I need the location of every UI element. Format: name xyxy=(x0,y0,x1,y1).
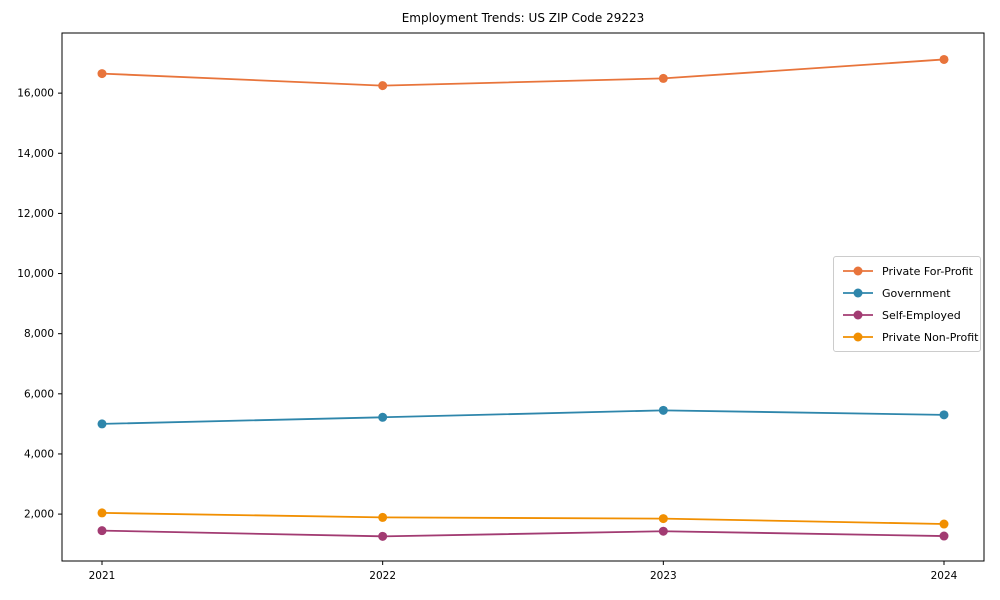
series-line-private-for-profit xyxy=(101,58,945,87)
legend-line-marker-icon xyxy=(843,266,873,276)
chart-title: Employment Trends: US ZIP Code 29223 xyxy=(401,11,645,25)
data-point-private-for-profit-2024 xyxy=(939,54,949,64)
data-point-self-employed-2024 xyxy=(939,531,949,541)
y-tick-label: 14,000 xyxy=(17,148,54,160)
series-line-self-employed xyxy=(101,529,945,538)
y-tick-label: 10,000 xyxy=(17,268,54,280)
y-tick-label: 12,000 xyxy=(17,208,54,220)
legend-label: Private For-Profit xyxy=(882,264,973,278)
legend-item-private-for-profit[interactable]: Private For-Profit xyxy=(841,262,973,280)
legend-label: Government xyxy=(882,286,951,300)
y-tick-label: 6,000 xyxy=(24,388,54,400)
data-point-private-non-profit-2023 xyxy=(658,514,668,524)
legend-line-marker-icon xyxy=(843,332,873,342)
data-point-self-employed-2022 xyxy=(378,531,388,541)
legend-item-government[interactable]: Government xyxy=(841,284,972,302)
data-point-private-for-profit-2021 xyxy=(97,69,107,79)
legend-line-marker-icon xyxy=(843,310,873,320)
data-point-self-employed-2021 xyxy=(97,526,107,536)
data-point-private-for-profit-2022 xyxy=(378,81,388,91)
x-tick-label: 2024 xyxy=(931,570,958,582)
x-tick-label: 2023 xyxy=(650,570,677,582)
data-point-government-2021 xyxy=(97,419,107,429)
y-tick-label: 4,000 xyxy=(24,448,54,460)
series-line-government xyxy=(101,409,945,425)
x-tick-label: 2022 xyxy=(369,570,396,582)
legend-line-marker-icon xyxy=(843,288,873,298)
data-point-self-employed-2023 xyxy=(658,526,668,536)
y-tick-label: 8,000 xyxy=(24,328,54,340)
x-tick-label: 2021 xyxy=(89,570,116,582)
y-tick-label: 16,000 xyxy=(17,88,54,100)
legend-label: Self-Employed xyxy=(882,308,961,322)
data-point-government-2023 xyxy=(658,405,668,415)
data-point-government-2024 xyxy=(939,410,949,420)
data-point-private-non-profit-2024 xyxy=(939,519,949,529)
data-point-private-for-profit-2023 xyxy=(658,73,668,83)
legend-item-self-employed[interactable]: Self-Employed xyxy=(841,306,972,324)
data-point-private-non-profit-2021 xyxy=(97,508,107,518)
chart-legend: Private For-Profit Government Self-Employe… xyxy=(833,256,981,352)
legend-label: Private Non-Profit xyxy=(882,330,979,344)
plot-frame xyxy=(61,32,985,562)
y-tick-label: 2,000 xyxy=(24,509,54,521)
legend-item-private-non-profit[interactable]: Private Non-Profit xyxy=(841,328,978,346)
data-point-private-non-profit-2022 xyxy=(378,512,388,522)
data-point-government-2022 xyxy=(378,412,388,422)
series-line-private-non-profit xyxy=(101,511,945,525)
